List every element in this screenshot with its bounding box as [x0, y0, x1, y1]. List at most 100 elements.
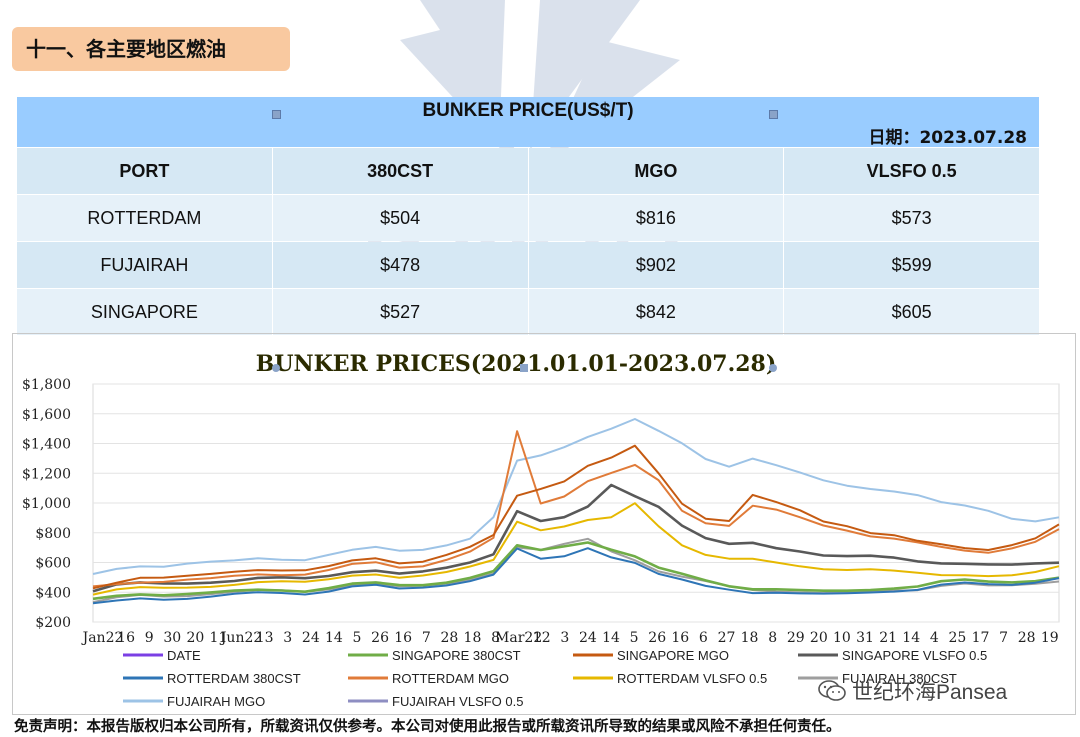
x-tick-label: 16 — [117, 630, 135, 646]
table-row: FUJAIRAH $478 $902 $599 — [17, 242, 1039, 288]
x-tick-label: 9 — [145, 630, 154, 646]
table-row: ROTTERDAM $504 $816 $573 — [17, 195, 1039, 241]
price-cell: $599 — [784, 242, 1039, 288]
x-tick-label: 28 — [440, 630, 458, 646]
price-cell: $816 — [528, 195, 784, 241]
x-tick-label: 11 — [210, 630, 228, 646]
y-tick-label: $1,000 — [22, 496, 71, 512]
x-tick-label: Jun22 — [219, 630, 262, 646]
x-tick-label: 3 — [560, 630, 569, 646]
x-tick-label: 6 — [699, 630, 708, 646]
table-header-banner: BUNKER PRICE(US$/T) 日期：2023.07.28 — [17, 97, 1039, 148]
price-cell: $504 — [272, 195, 528, 241]
port-cell: SINGAPORE — [17, 289, 272, 335]
legend-label: ROTTERDAM VLSFO 0.5 — [617, 671, 767, 686]
chart-canvas: BUNKER PRICES(2021.01.01-2023.07.28) $20… — [22, 351, 1060, 709]
x-tick-label: 24 — [302, 630, 320, 646]
price-cell: $605 — [784, 289, 1039, 335]
legend-label: SINGAPORE 380CST — [392, 648, 521, 663]
legend-label: FUJAIRAH VLSFO 0.5 — [392, 694, 523, 709]
x-tick-label: Jan22 — [81, 630, 124, 646]
price-cell: $527 — [272, 289, 528, 335]
x-tick-label: 7 — [422, 630, 431, 646]
x-tick-label: 18 — [741, 630, 759, 646]
x-tick-label: 13 — [256, 630, 274, 646]
x-tick-label: 16 — [394, 630, 412, 646]
column-header-380cst: 380CST — [272, 148, 528, 194]
column-header-mgo: MGO — [528, 148, 784, 194]
x-tick-label: 8 — [768, 630, 777, 646]
x-tick-label: 19 — [1041, 630, 1059, 646]
price-cell: $842 — [528, 289, 784, 335]
series-line-rotterdam-380cst — [92, 547, 1060, 605]
legend-label: DATE — [167, 648, 201, 663]
port-cell: FUJAIRAH — [17, 242, 272, 288]
x-tick-label: 26 — [371, 630, 389, 646]
table-column-headers: PORT 380CST MGO VLSFO 0.5 — [17, 148, 1039, 194]
port-cell: ROTTERDAM — [17, 195, 272, 241]
legend-label: SINGAPORE VLSFO 0.5 — [842, 648, 987, 663]
square-marker-icon — [520, 364, 528, 372]
section-title: 十一、各主要地区燃油 — [12, 27, 290, 71]
x-tick-label: 20 — [810, 630, 828, 646]
circle-marker-icon — [272, 364, 280, 372]
x-tick-label: 30 — [163, 630, 181, 646]
series-line-singapore-vlsfo-0-5 — [92, 483, 1060, 593]
y-tick-label: $400 — [35, 585, 71, 601]
x-tick-label: 5 — [630, 630, 639, 646]
x-tick-label: 14 — [602, 630, 620, 646]
series-line-singapore-mgo — [92, 444, 1060, 590]
column-header-port: PORT — [17, 148, 272, 194]
x-tick-label: 31 — [856, 630, 874, 646]
price-cell: $478 — [272, 242, 528, 288]
x-tick-label: 18 — [464, 630, 482, 646]
y-tick-label: $1,400 — [22, 437, 71, 453]
x-tick-label: 20 — [186, 630, 204, 646]
series-line-fujairah-mgo — [92, 418, 1060, 575]
brand-wechat: 世纪环海Pansea — [818, 676, 1007, 706]
x-tick-label: 26 — [648, 630, 666, 646]
legend-label: SINGAPORE MGO — [617, 648, 729, 663]
legend-label: ROTTERDAM 380CST — [167, 671, 301, 686]
y-tick-label: $800 — [35, 526, 71, 542]
chart-title: BUNKER PRICES(2021.01.01-2023.07.28) — [256, 351, 777, 377]
wechat-icon — [818, 680, 846, 701]
x-tick-label: 14 — [902, 630, 920, 646]
x-tick-label: 29 — [787, 630, 805, 646]
series-line-rotterdam-vlsfo-0-5 — [92, 502, 1060, 596]
legend-label: FUJAIRAH MGO — [167, 694, 265, 709]
disclaimer: 免责声明：本报告版权归本公司所有，所载资讯仅供参考。本公司对使用此报告或所载资讯… — [14, 718, 841, 735]
brand-text: 世纪环海Pansea — [852, 681, 1008, 704]
x-tick-label: 17 — [972, 630, 990, 646]
x-tick-label: 28 — [1018, 630, 1036, 646]
price-cell: $573 — [784, 195, 1039, 241]
series-line-singapore-380cst — [92, 541, 1060, 601]
y-tick-label: $600 — [35, 556, 71, 572]
square-marker-icon — [272, 110, 281, 119]
x-tick-label: 21 — [879, 630, 897, 646]
x-tick-label: 8 — [491, 630, 500, 646]
square-marker-icon — [769, 110, 778, 119]
x-tick-label: 7 — [999, 630, 1008, 646]
y-tick-label: $1,200 — [22, 466, 71, 482]
x-tick-label: Mar22 — [495, 630, 542, 646]
table-title: BUNKER PRICE(US$/T) — [422, 100, 634, 121]
series-line-rotterdam-mgo — [92, 430, 1060, 588]
x-tick-label: 10 — [833, 630, 851, 646]
x-tick-label: 16 — [671, 630, 689, 646]
table-row: SINGAPORE $527 $842 $605 — [17, 289, 1039, 335]
x-tick-label: 3 — [283, 630, 292, 646]
bunker-price-chart: BUNKER PRICES(2021.01.01-2023.07.28) $20… — [12, 333, 1076, 715]
x-tick-label: 25 — [948, 630, 966, 646]
x-tick-label: 27 — [718, 630, 736, 646]
x-tick-label: 12 — [533, 630, 551, 646]
x-tick-label: 4 — [930, 630, 939, 646]
x-tick-label: 24 — [579, 630, 597, 646]
x-tick-label: 14 — [325, 630, 343, 646]
y-tick-label: $200 — [35, 615, 71, 631]
y-tick-label: $1,800 — [22, 377, 71, 393]
legend-label: FUJAIRAH 380CST — [842, 671, 957, 686]
bunker-price-table: BUNKER PRICE(US$/T) 日期：2023.07.28 PORT 3… — [17, 97, 1039, 335]
price-cell: $902 — [528, 242, 784, 288]
table-date: 日期：2023.07.28 — [868, 128, 1027, 148]
